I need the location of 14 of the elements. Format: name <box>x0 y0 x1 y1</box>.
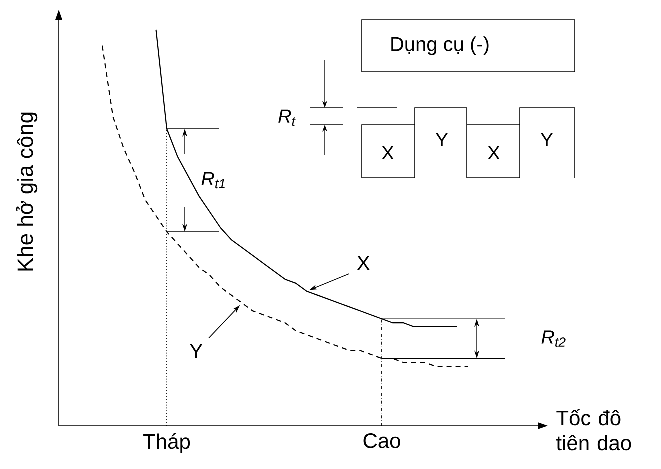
annotation: Y <box>436 133 448 147</box>
text: Y <box>541 133 553 147</box>
y-axis-title: Khe hở gia công <box>16 112 38 271</box>
series-label: X <box>357 256 370 270</box>
text: R$_{t2}$ <box>542 330 566 348</box>
x-axis-title: Tốc đô tiên dao <box>556 409 632 451</box>
x-tick-label: Tháp <box>144 434 190 454</box>
text: X <box>488 146 500 160</box>
annotation: X <box>382 146 394 160</box>
annotation: R$_{t1}$ <box>202 172 225 189</box>
annotation: R$_{t}$ <box>278 110 296 126</box>
annotation: Dụng cụ (-) <box>392 36 489 56</box>
text: Y <box>190 344 203 358</box>
x-tick-label: Cao <box>364 434 400 448</box>
